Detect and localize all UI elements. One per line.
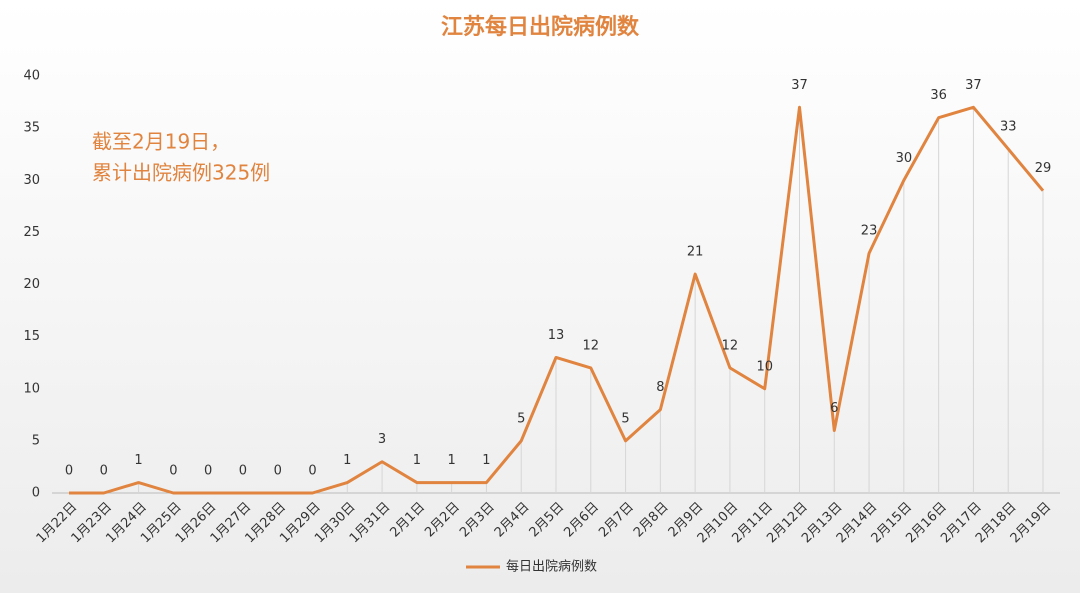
data-label: 10 [756, 359, 773, 374]
data-label: 12 [722, 338, 739, 353]
data-label: 6 [830, 401, 838, 416]
data-label: 1 [134, 453, 142, 468]
data-label: 0 [239, 464, 247, 479]
annotation: 累计出院病例325例 [92, 161, 270, 185]
data-label: 33 [1000, 119, 1017, 134]
y-tick-label: 35 [23, 121, 40, 136]
annotation: 截至2月19日， [92, 130, 230, 154]
data-label: 1 [448, 453, 456, 468]
data-label: 5 [517, 411, 525, 426]
data-label: 30 [896, 151, 913, 166]
chart-title: 江苏每日出院病例数 [441, 14, 640, 40]
y-tick-label: 5 [32, 433, 40, 448]
y-tick-label: 20 [23, 277, 40, 292]
data-label: 0 [65, 464, 73, 479]
series-line [69, 105, 1045, 495]
y-tick-label: 40 [23, 69, 40, 84]
data-label: 0 [308, 464, 316, 479]
data-label: 12 [583, 338, 600, 353]
data-label: 1 [413, 453, 421, 468]
data-label: 29 [1035, 161, 1052, 176]
legend-label: 每日出院病例数 [506, 559, 597, 575]
data-label: 8 [656, 380, 664, 395]
data-label: 37 [791, 78, 808, 93]
y-tick-label: 15 [23, 329, 40, 344]
data-label: 1 [343, 453, 351, 468]
data-label: 3 [378, 432, 386, 447]
data-label: 13 [548, 328, 565, 343]
y-tick-label: 0 [32, 486, 40, 501]
data-label: 0 [169, 464, 177, 479]
data-label: 0 [274, 464, 282, 479]
data-label: 21 [687, 245, 704, 260]
y-tick-label: 10 [23, 381, 40, 396]
data-label: 1 [482, 453, 490, 468]
data-label: 0 [204, 464, 212, 479]
data-label: 37 [965, 78, 982, 93]
y-tick-label: 30 [23, 173, 40, 188]
data-label: 23 [861, 224, 878, 239]
data-label: 5 [621, 411, 629, 426]
data-label: 36 [930, 88, 947, 103]
data-label: 0 [100, 464, 108, 479]
y-tick-label: 25 [23, 225, 40, 240]
